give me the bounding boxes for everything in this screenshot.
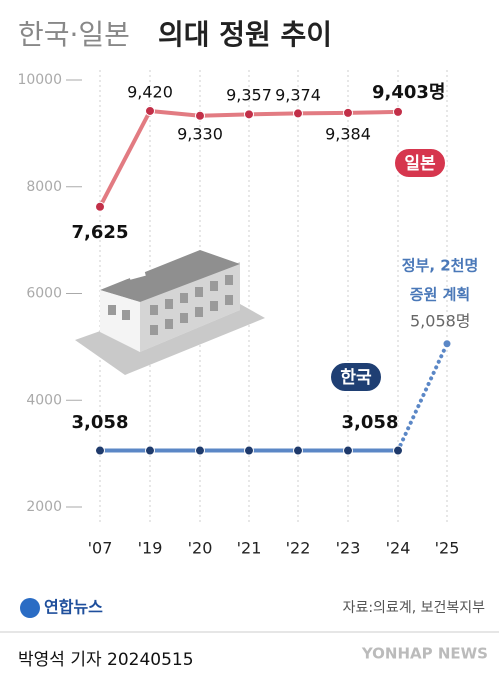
marker bbox=[244, 445, 254, 456]
marker bbox=[95, 201, 105, 212]
value-label: 9,384 bbox=[325, 125, 371, 144]
value-label: 5,058명 bbox=[410, 312, 471, 331]
marker bbox=[95, 445, 105, 456]
x-tick-label: '19 bbox=[138, 539, 163, 558]
x-tick-label: '25 bbox=[435, 539, 460, 558]
x-tick-label: '23 bbox=[336, 539, 361, 558]
y-tick-label: 10000 bbox=[17, 72, 62, 88]
logo-mark bbox=[20, 598, 40, 618]
value-label: 9,357 bbox=[226, 86, 272, 105]
byline: 박영석 기자 20240515 bbox=[18, 650, 194, 670]
source: 자료:의료계, 보건복지부 bbox=[343, 600, 486, 616]
logo: 연합뉴스 bbox=[44, 598, 103, 617]
legend-label: 일본 bbox=[404, 154, 436, 174]
value-label: 9,330 bbox=[177, 125, 223, 144]
x-tick-label: '22 bbox=[286, 539, 311, 558]
marker bbox=[195, 445, 205, 456]
value-label: 7,625 bbox=[72, 222, 129, 243]
chart-title-bold: 의대 정원 추이 bbox=[158, 18, 332, 51]
legend-label: 한국 bbox=[340, 368, 372, 388]
x-tick-label: '21 bbox=[237, 539, 262, 558]
marker bbox=[145, 105, 155, 116]
legend-badge bbox=[393, 147, 447, 179]
marker bbox=[145, 445, 155, 456]
y-tick-label: 4000 bbox=[26, 392, 62, 408]
annotation-line: 증원 계획 bbox=[410, 286, 470, 304]
building-illustration bbox=[75, 250, 265, 375]
chart-title: 한국·일본 bbox=[18, 18, 130, 51]
plot bbox=[99, 70, 448, 525]
marker bbox=[195, 110, 205, 121]
value-label: 9,420 bbox=[127, 83, 173, 102]
marker bbox=[343, 107, 353, 118]
y-tick-label: 8000 bbox=[26, 179, 62, 195]
annotation: 정부, 2천명 증원 계획 bbox=[402, 257, 479, 304]
marker bbox=[393, 106, 403, 117]
value-label: 3,058 bbox=[342, 412, 399, 433]
legend-badge bbox=[329, 361, 383, 393]
x-tick-label: '24 bbox=[386, 539, 411, 558]
value-label: 9,403명 bbox=[372, 82, 446, 103]
value-label: 3,058 bbox=[72, 412, 129, 433]
marker bbox=[293, 445, 303, 456]
projected-line bbox=[396, 341, 449, 453]
y-tick-label: 2000 bbox=[26, 499, 62, 515]
x-tick-label: '07 bbox=[88, 539, 113, 558]
watermark: YONHAP NEWS bbox=[361, 645, 488, 663]
marker bbox=[442, 339, 452, 349]
marker bbox=[244, 109, 254, 120]
marker bbox=[293, 108, 303, 119]
value-label: 9,374 bbox=[275, 86, 321, 105]
x-tick-label: '20 bbox=[188, 539, 213, 558]
y-tick-label: 6000 bbox=[26, 286, 62, 302]
annotation-line: 정부, 2천명 bbox=[402, 257, 479, 275]
marker bbox=[393, 445, 403, 456]
marker bbox=[343, 445, 353, 456]
